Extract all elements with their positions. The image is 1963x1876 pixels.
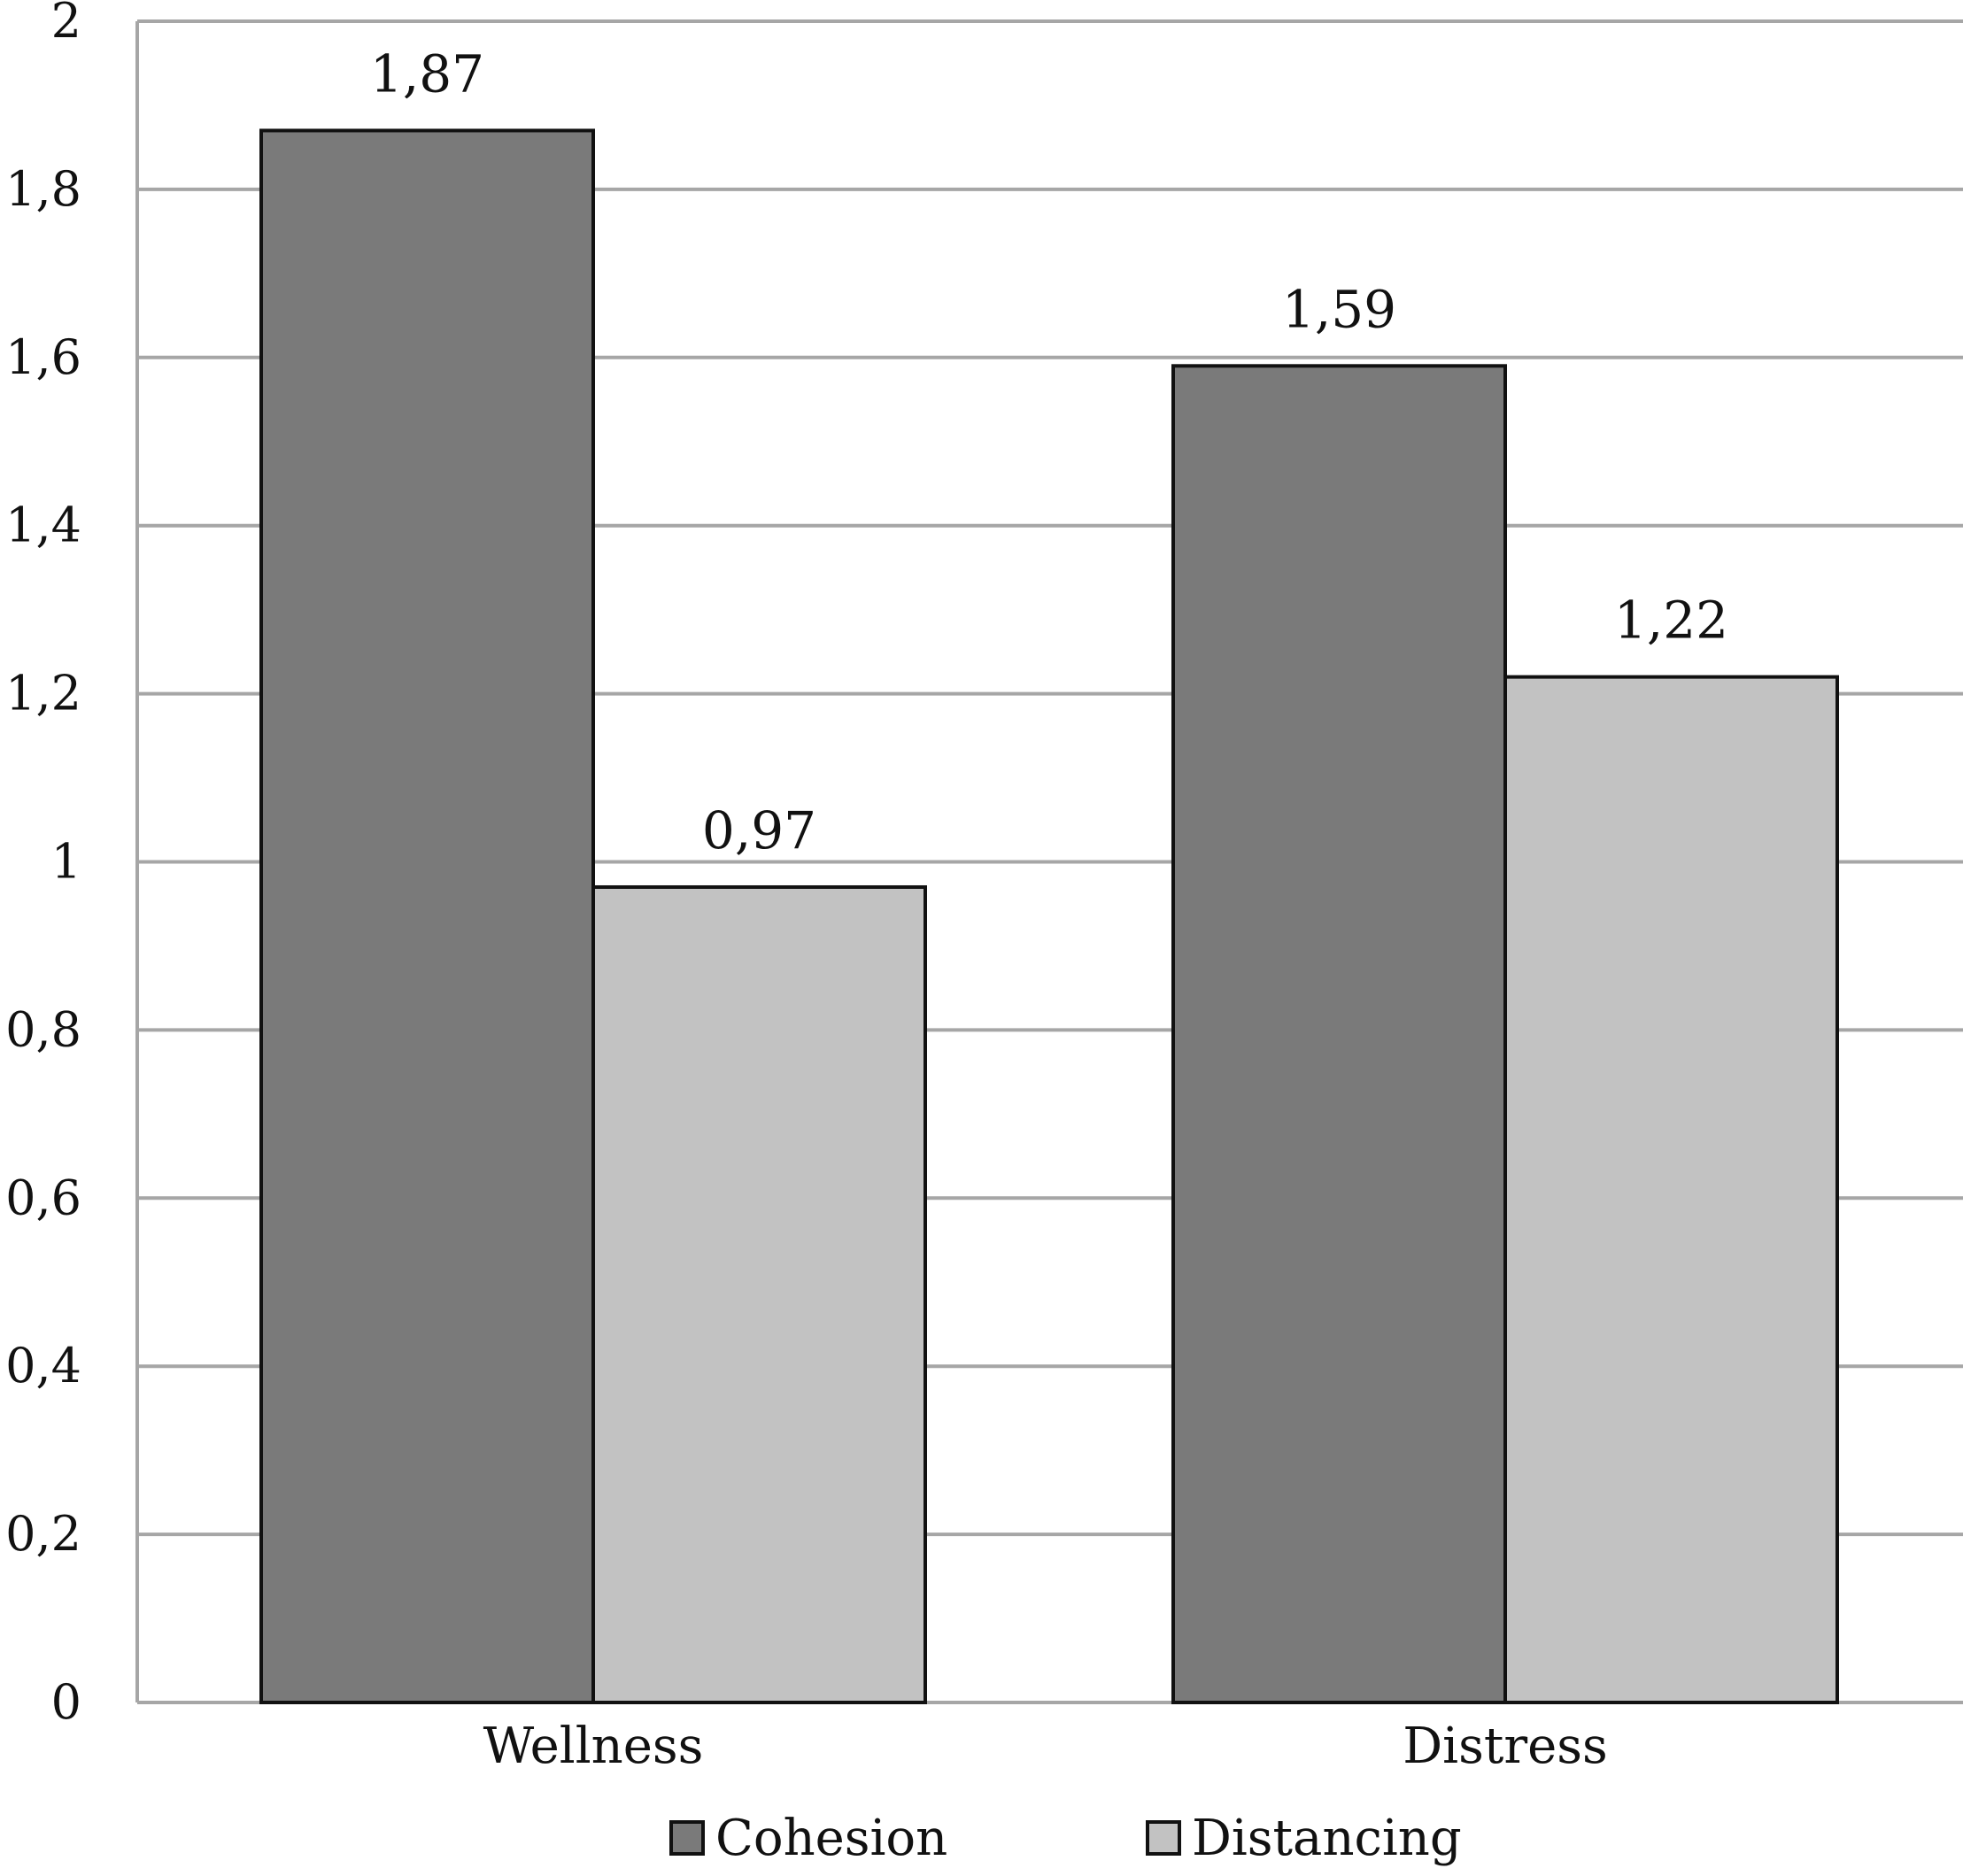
legend-swatch-cohesion <box>669 1820 705 1856</box>
legend: Cohesion Distancing <box>669 1810 1462 1867</box>
bar-distancing-distress <box>1503 675 1839 1704</box>
y-tick-label: 0 <box>51 1674 81 1730</box>
bar-cohesion-distress <box>1171 364 1507 1704</box>
y-tick-label: 1,4 <box>5 498 81 553</box>
legend-swatch-distancing <box>1146 1820 1181 1856</box>
data-labels: 1,87 0,97 1,59 1,22 <box>370 43 1728 861</box>
category-label-distress: Distress <box>1403 1718 1607 1775</box>
category-label-wellness: Wellness <box>483 1718 704 1775</box>
data-label: 0,97 <box>702 800 816 861</box>
y-tick-label: 2 <box>51 0 81 49</box>
y-tick-label: 0,6 <box>5 1170 81 1225</box>
x-category-labels: Wellness Distress <box>483 1718 1608 1775</box>
y-tick-label: 0,8 <box>5 1001 81 1057</box>
legend-label-cohesion: Cohesion <box>715 1810 947 1867</box>
bar-cohesion-wellness <box>259 128 595 1704</box>
legend-label-distancing: Distancing <box>1192 1810 1462 1867</box>
y-tick-label: 0,4 <box>5 1338 81 1393</box>
data-label: 1,22 <box>1614 591 1728 651</box>
bar-distancing-wellness <box>591 884 927 1704</box>
y-tick-label: 1 <box>51 834 81 890</box>
y-tick-label: 1,2 <box>5 666 81 722</box>
y-tick-label: 0,2 <box>5 1506 81 1562</box>
data-label: 1,87 <box>370 43 484 104</box>
y-tick-label: 1,6 <box>5 329 81 385</box>
bars <box>259 128 1839 1704</box>
data-label: 1,59 <box>1282 279 1396 339</box>
y-tick-label: 1,8 <box>5 161 81 217</box>
y-tick-labels: 0 0,2 0,4 0,6 0,8 1 1,2 1,4 1,6 1,8 2 <box>5 0 81 1730</box>
